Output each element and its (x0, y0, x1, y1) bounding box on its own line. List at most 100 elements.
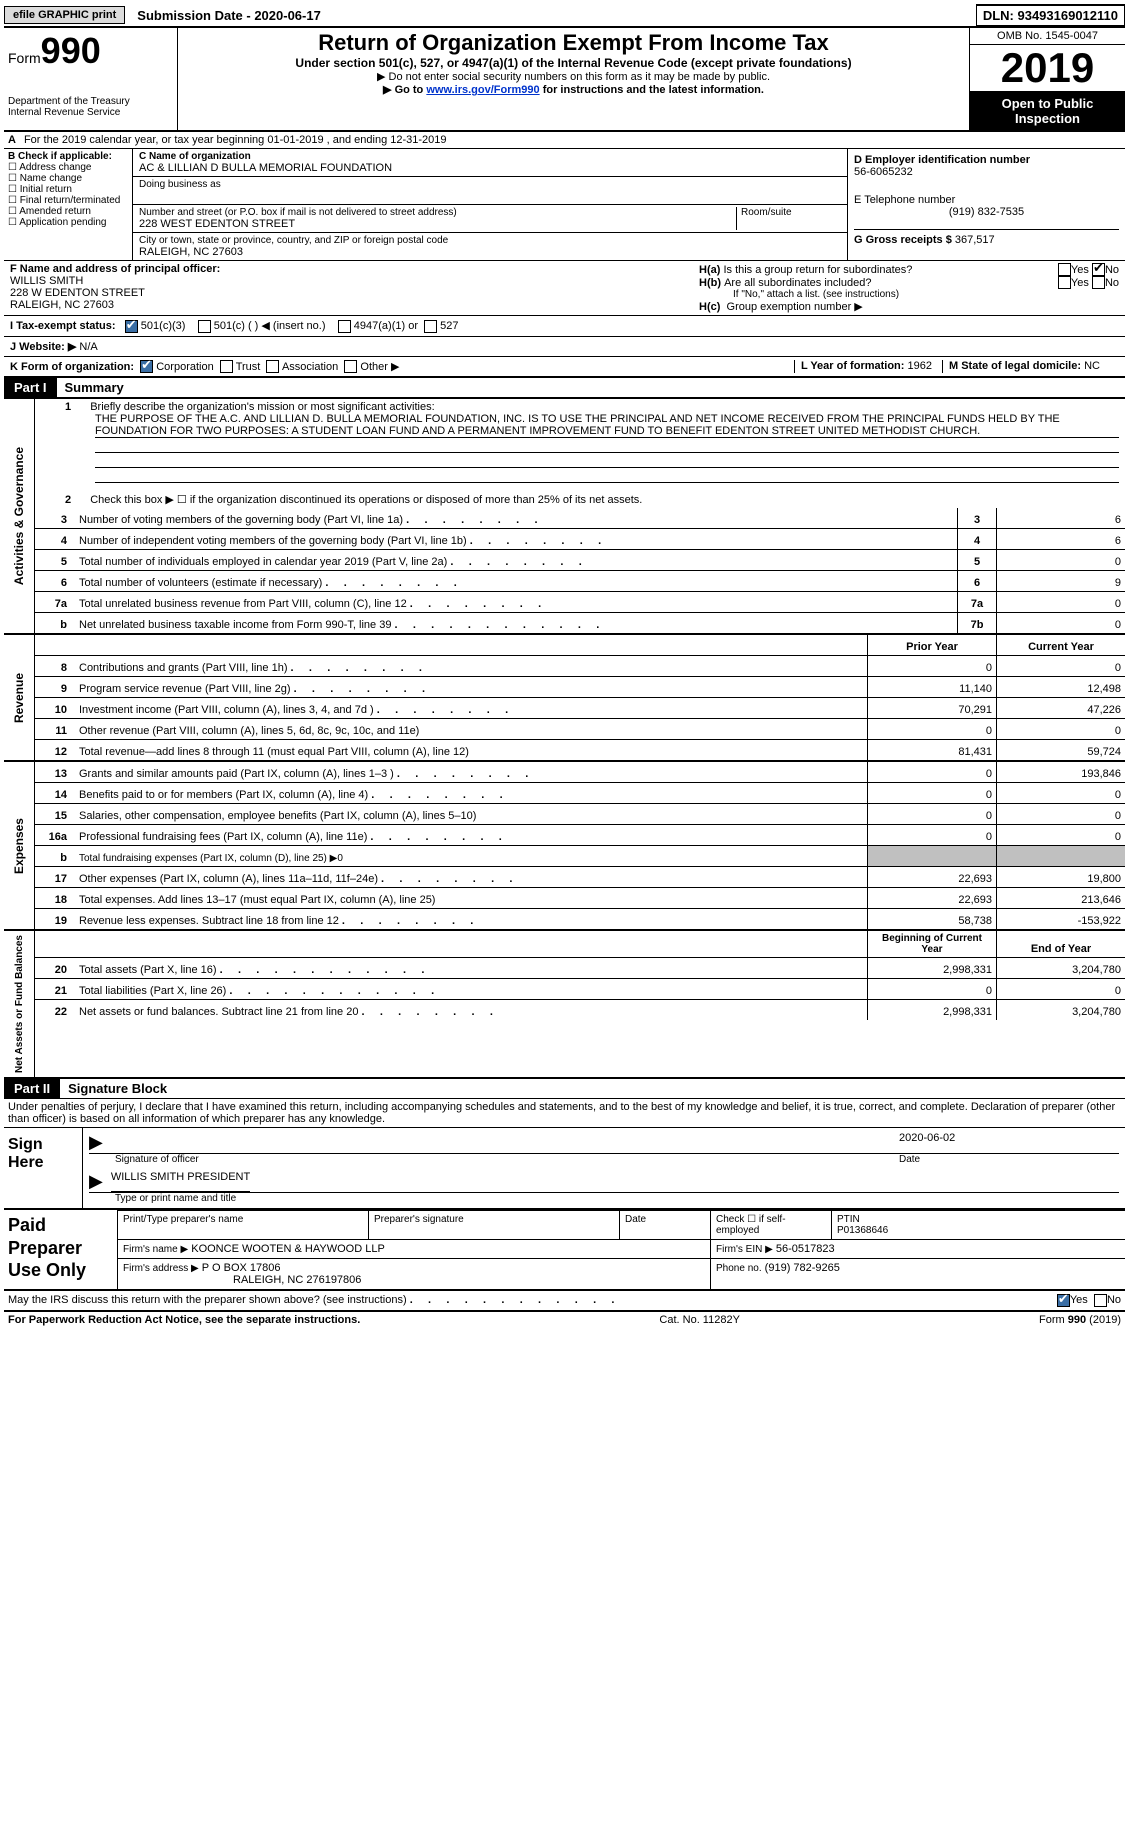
declaration-text: Under penalties of perjury, I declare th… (4, 1099, 1125, 1128)
dba-label: Doing business as (139, 179, 841, 190)
chk-4947[interactable] (338, 320, 351, 333)
open-to-public: Open to Public Inspection (970, 92, 1125, 130)
page-footer: For Paperwork Reduction Act Notice, see … (4, 1312, 1125, 1328)
table-row: 21Total liabilities (Part X, line 26)00 (35, 979, 1125, 1000)
signature-block: Under penalties of perjury, I declare th… (4, 1099, 1125, 1208)
table-row: 3Number of voting members of the governi… (35, 508, 1125, 529)
form-header: Form990 Department of the Treasury Inter… (4, 26, 1125, 132)
omb-number: OMB No. 1545-0047 (970, 28, 1125, 45)
ptin-value: P01368646 (837, 1225, 1120, 1236)
city-label: City or town, state or province, country… (139, 235, 841, 246)
state-domicile: NC (1084, 360, 1100, 372)
self-employed-check[interactable]: Check ☐ if self-employed (711, 1211, 832, 1240)
ha-yes[interactable] (1058, 263, 1071, 276)
irs-discuss-row: May the IRS discuss this return with the… (4, 1291, 1125, 1312)
chk-corp[interactable] (140, 360, 153, 373)
chk-527[interactable] (424, 320, 437, 333)
chk-501c3[interactable] (125, 320, 138, 333)
gross-receipts: 367,517 (955, 234, 995, 246)
officer-addr2: RALEIGH, NC 27603 (10, 299, 687, 311)
dept-treasury: Department of the Treasury (8, 96, 173, 107)
firm-ein: 56-0517823 (776, 1243, 835, 1255)
firm-addr2: RALEIGH, NC 276197806 (123, 1274, 361, 1286)
f-label: F Name and address of principal officer: (10, 263, 687, 275)
arrow-icon: ▶ (89, 1132, 111, 1153)
table-row: 20Total assets (Part X, line 16)2,998,33… (35, 958, 1125, 979)
chk-address-change[interactable]: ☐ Address change (8, 162, 128, 173)
sign-here-label: Sign Here (4, 1128, 83, 1208)
table-row: 18Total expenses. Add lines 13–17 (must … (35, 888, 1125, 909)
table-row: 16aProfessional fundraising fees (Part I… (35, 825, 1125, 846)
arrow-icon: ▶ (89, 1171, 111, 1192)
line-2: Check this box ▶ ☐ if the organization d… (90, 494, 642, 506)
hc-text: Group exemption number ▶ (727, 301, 863, 313)
officer-addr1: 228 W EDENTON STREET (10, 287, 687, 299)
row-a: A For the 2019 calendar year, or tax yea… (4, 132, 1125, 149)
chk-amended-return[interactable]: ☐ Amended return (8, 206, 128, 217)
check-applicable: B Check if applicable: ☐ Address change … (4, 149, 133, 260)
top-bar: efile GRAPHIC print Submission Date - 20… (4, 4, 1125, 26)
chk-assoc[interactable] (266, 360, 279, 373)
chk-trust[interactable] (220, 360, 233, 373)
e-label: E Telephone number (854, 194, 1119, 206)
officer-group-block: F Name and address of principal officer:… (4, 261, 1125, 316)
table-row: 14Benefits paid to or for members (Part … (35, 783, 1125, 804)
g-label: G Gross receipts $ (854, 234, 952, 246)
table-row: 4Number of independent voting members of… (35, 529, 1125, 550)
hb-no[interactable] (1092, 276, 1105, 289)
chk-501c[interactable] (198, 320, 211, 333)
discuss-yes[interactable] (1057, 1294, 1070, 1307)
identity-block: B Check if applicable: ☐ Address change … (4, 149, 1125, 261)
ha-no[interactable] (1092, 263, 1105, 276)
chk-final-return[interactable]: ☐ Final return/terminated (8, 195, 128, 206)
table-row: bTotal fundraising expenses (Part IX, co… (35, 846, 1125, 867)
form-label: Form (8, 50, 41, 66)
governance-table: 3Number of voting members of the governi… (35, 508, 1125, 633)
form-of-org-row: K Form of organization: Corporation Trus… (4, 357, 1125, 379)
firm-name: KOONCE WOOTEN & HAYWOOD LLP (191, 1243, 385, 1255)
ha-text: Is this a group return for subordinates? (723, 264, 1057, 276)
chk-name-change[interactable]: ☐ Name change (8, 173, 128, 184)
addr-label: Number and street (or P.O. box if mail i… (139, 207, 732, 218)
form-subtitle-1: Under section 501(c), 527, or 4947(a)(1)… (184, 56, 963, 70)
chk-application-pending[interactable]: ☐ Application pending (8, 217, 128, 228)
firm-phone: (919) 782-9265 (765, 1262, 840, 1274)
efile-print-button[interactable]: efile GRAPHIC print (4, 6, 125, 24)
tax-year-range: For the 2019 calendar year, or tax year … (20, 132, 451, 148)
section-expenses: Expenses (12, 818, 26, 874)
table-row: 9Program service revenue (Part VIII, lin… (35, 677, 1125, 698)
discuss-no[interactable] (1094, 1294, 1107, 1307)
chk-other[interactable] (344, 360, 357, 373)
ein: 56-6065232 (854, 166, 1119, 178)
c-label: C Name of organization (139, 151, 841, 162)
table-row: 5Total number of individuals employed in… (35, 550, 1125, 571)
hb-yes[interactable] (1058, 276, 1071, 289)
mission-text: THE PURPOSE OF THE A.C. AND LILLIAN D. B… (95, 413, 1119, 438)
officer-name-title: WILLIS SMITH PRESIDENT (111, 1171, 250, 1192)
telephone: (919) 832-7535 (854, 206, 1119, 218)
dln: DLN: 93493169012110 (976, 4, 1125, 26)
section-activities-governance: Activities & Governance (12, 447, 26, 585)
table-row: 22Net assets or fund balances. Subtract … (35, 1000, 1125, 1021)
website-value: N/A (79, 341, 97, 353)
org-name: AC & LILLIAN D BULLA MEMORIAL FOUNDATION (139, 162, 841, 174)
table-row: 6Total number of volunteers (estimate if… (35, 571, 1125, 592)
form-990-big: 990 (41, 30, 101, 71)
table-row: 8Contributions and grants (Part VIII, li… (35, 656, 1125, 677)
table-row: 15Salaries, other compensation, employee… (35, 804, 1125, 825)
submission-date: Submission Date - 2020-06-17 (131, 6, 327, 25)
chk-initial-return[interactable]: ☐ Initial return (8, 184, 128, 195)
street-address: 228 WEST EDENTON STREET (139, 218, 732, 230)
paid-preparer-block: Paid Preparer Use Only Print/Type prepar… (4, 1208, 1125, 1291)
room-label: Room/suite (741, 207, 841, 218)
dept-irs: Internal Revenue Service (8, 107, 173, 118)
form-subtitle-3: ▶ Go to www.irs.gov/Form990 for instruct… (184, 83, 963, 96)
tax-exempt-status: I Tax-exempt status: 501(c)(3) 501(c) ( … (4, 316, 1125, 337)
form990-link[interactable]: www.irs.gov/Form990 (426, 84, 539, 96)
website-row: J Website: ▶ N/A (4, 337, 1125, 357)
paid-preparer-label: Paid Preparer Use Only (4, 1210, 117, 1289)
year-formation: 1962 (908, 360, 932, 372)
net-assets-table: Beginning of Current YearEnd of Year 20T… (35, 931, 1125, 1020)
form-title: Return of Organization Exempt From Incom… (184, 30, 963, 56)
hb-note: If "No," attach a list. (see instruction… (699, 289, 1119, 300)
